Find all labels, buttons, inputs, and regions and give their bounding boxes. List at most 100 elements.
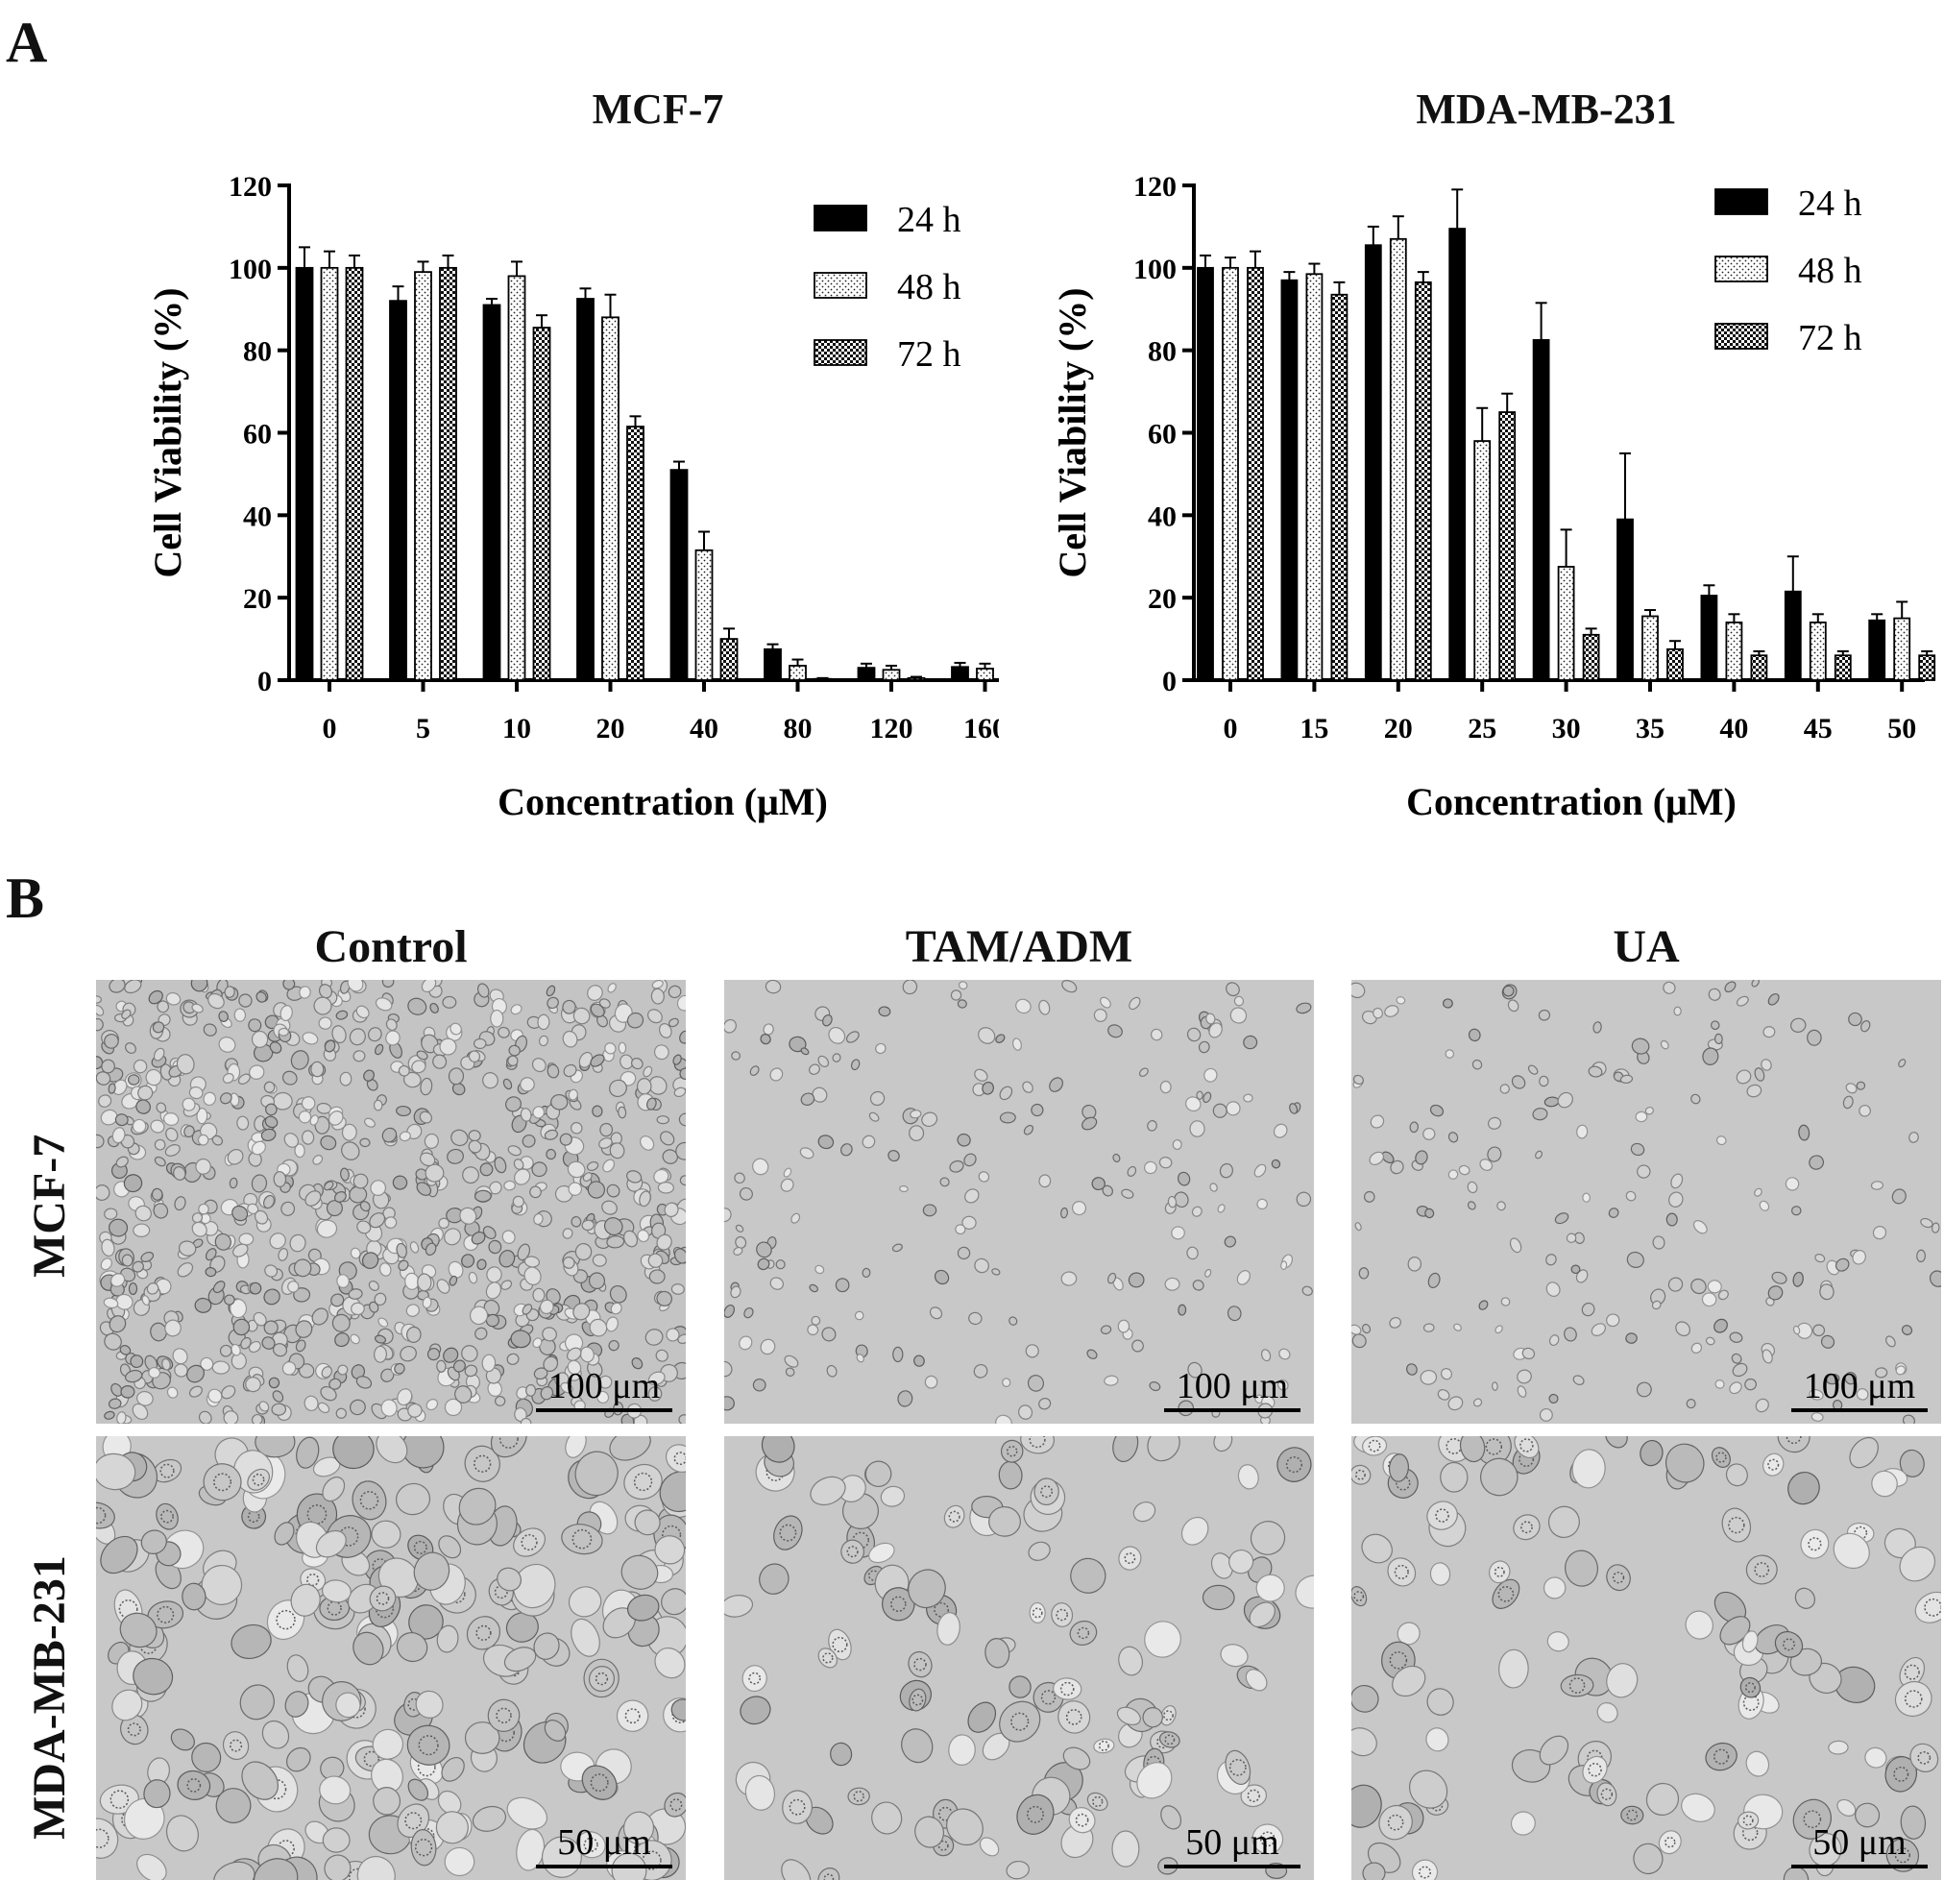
row-header-mdamb231: MDA-MB-231 — [24, 1555, 75, 1840]
legend-swatch-24h — [814, 205, 867, 232]
x-tick-label: 40 — [1719, 713, 1748, 745]
bar-72h-30 — [1582, 633, 1600, 681]
bar-24h-5 — [389, 300, 407, 681]
y-tick-label: 0 — [1162, 666, 1177, 697]
scale-bar: 50 μm — [1164, 1824, 1300, 1868]
bar-72h-20 — [626, 426, 644, 681]
chart-title-mdamb231: MDA-MB-231 — [1416, 85, 1677, 133]
bar-24h-15 — [1280, 279, 1299, 681]
bar-72h-25 — [1498, 411, 1517, 681]
y-tick-label: 40 — [1148, 500, 1177, 532]
y-tick-label: 0 — [257, 666, 272, 697]
bar-72h-10 — [532, 327, 551, 681]
micrograph-mdamb231-ua: 50 μm — [1351, 1436, 1941, 1880]
bar-24h-30 — [1532, 339, 1550, 681]
bar-72h-50 — [1918, 654, 1936, 681]
x-tick-label: 45 — [1804, 713, 1833, 745]
chart-title-mcf7: MCF-7 — [592, 85, 724, 133]
scale-bar-label: 50 μm — [1812, 1822, 1907, 1863]
x-tick-label: 160 — [963, 713, 999, 745]
y-axis-title: Cell Viability (%) — [1051, 287, 1094, 577]
bar-72h-35 — [1666, 647, 1684, 681]
bar-48h-0 — [320, 266, 339, 681]
x-tick-label: 5 — [416, 713, 430, 745]
micrograph-mdamb231-tam-adm: 50 μm — [724, 1436, 1314, 1880]
x-tick-label: 50 — [1887, 713, 1916, 745]
bar-24h-10 — [482, 304, 501, 681]
x-axis-title: Concentration (μM) — [498, 780, 828, 823]
y-tick-label: 60 — [243, 419, 272, 451]
legend-swatch-48h — [814, 272, 867, 299]
scale-bar-label: 100 μm — [1803, 1366, 1916, 1406]
bar-48h-40 — [1725, 622, 1743, 681]
scale-bar: 100 μm — [1164, 1368, 1300, 1412]
bar-24h-45 — [1784, 590, 1802, 681]
bar-24h-0 — [1197, 266, 1214, 681]
bar-24h-35 — [1616, 518, 1634, 681]
x-tick-label: 20 — [596, 713, 625, 745]
scale-bar: 50 μm — [1791, 1824, 1928, 1868]
y-tick-label: 100 — [1133, 254, 1177, 285]
bar-48h-45 — [1809, 622, 1827, 681]
bar-72h-40 — [719, 638, 739, 681]
column-header-ua: UA — [1613, 921, 1680, 972]
bar-72h-45 — [1834, 654, 1852, 681]
x-tick-label: 80 — [784, 713, 813, 745]
bar-72h-80 — [814, 677, 832, 681]
legend-swatch-72h — [1714, 323, 1768, 350]
micrograph-mcf7-ua: 100 μm — [1351, 980, 1941, 1424]
bar-72h-0 — [1247, 266, 1264, 681]
legend-swatch-24h — [1714, 188, 1768, 215]
x-tick-label: 0 — [1224, 713, 1238, 745]
legend-swatch-48h — [1714, 256, 1768, 282]
panel-label-a: A — [6, 11, 48, 74]
y-tick-label: 20 — [243, 583, 272, 615]
bar-48h-80 — [789, 665, 807, 681]
chart-mcf7: 0 20 40 60 80 100 120 0 5 10 20 40 80 120 160 Concentra… — [146, 171, 999, 823]
bar-24h-20 — [576, 298, 595, 681]
x-tick-label: 10 — [502, 713, 531, 745]
scale-bar-label: 50 μm — [1185, 1822, 1279, 1863]
bar-72h-0 — [345, 266, 364, 681]
bar-72h-15 — [1330, 293, 1349, 681]
scale-bar-label: 100 μm — [1176, 1366, 1289, 1406]
micrograph-mcf7-control: 100 μm — [96, 980, 686, 1424]
x-tick-label: 20 — [1384, 713, 1413, 745]
bar-48h-25 — [1473, 440, 1492, 681]
scale-bar-label: 50 μm — [557, 1822, 651, 1863]
x-tick-label: 0 — [323, 713, 337, 745]
scale-bar: 100 μm — [1791, 1368, 1928, 1412]
bar-24h-25 — [1448, 228, 1467, 681]
x-axis-title: Concentration (μM) — [1406, 780, 1737, 823]
bar-48h-10 — [507, 275, 526, 681]
bar-24h-160 — [951, 666, 969, 681]
legend-label: 24 h — [1798, 183, 1862, 224]
legend-label: 48 h — [1798, 251, 1862, 291]
y-tick-label: 20 — [1148, 583, 1177, 615]
x-tick-label: 15 — [1300, 713, 1328, 745]
chart-mdamb231: 0 20 40 60 80 100 120 0 15 20 25 30 35 40 45 50 Concentr… — [1051, 171, 1936, 823]
bar-24h-0 — [295, 266, 314, 681]
bar-48h-40 — [694, 549, 714, 681]
column-header-tam-adm: TAM/ADM — [905, 921, 1133, 972]
scale-bar: 100 μm — [536, 1368, 672, 1412]
bar-24h-120 — [857, 667, 876, 681]
bar-24h-40 — [1700, 595, 1718, 681]
bar-24h-50 — [1868, 619, 1886, 681]
y-tick-label: 40 — [243, 500, 272, 532]
scale-bar-label: 100 μm — [547, 1366, 661, 1406]
legend-label: 72 h — [1798, 318, 1862, 358]
y-tick-label: 80 — [1148, 336, 1177, 368]
bar-24h-80 — [764, 647, 782, 681]
y-tick-label: 100 — [229, 254, 272, 285]
bar-72h-20 — [1414, 281, 1432, 681]
bar-48h-35 — [1641, 615, 1659, 681]
x-tick-label: 30 — [1552, 713, 1581, 745]
scale-bar: 50 μm — [536, 1824, 672, 1868]
legend-label: 24 h — [897, 200, 961, 240]
bar-24h-40 — [669, 469, 689, 681]
bar-48h-0 — [1222, 266, 1239, 681]
bar-48h-20 — [601, 316, 620, 681]
panel-label-b: B — [6, 867, 45, 930]
bar-72h-40 — [1750, 654, 1768, 681]
